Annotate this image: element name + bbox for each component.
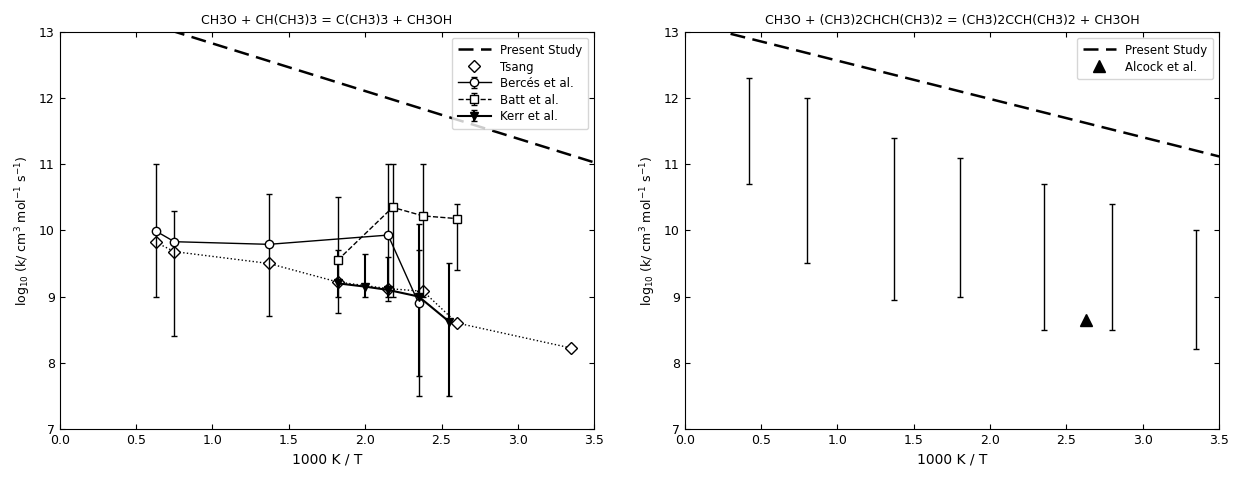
Present Study	[723, 31, 738, 36]
Present Study	[1022, 106, 1037, 112]
Legend: Present Study, Alcock et al.: Present Study, Alcock et al.	[1076, 38, 1213, 80]
Tsang	[261, 261, 276, 266]
Present Study	[725, 31, 740, 37]
Present Study	[587, 159, 602, 165]
Tsang	[415, 288, 430, 294]
Tsang	[148, 240, 163, 245]
Present Study	[389, 98, 404, 104]
Tsang	[564, 345, 579, 351]
Tsang	[167, 249, 181, 254]
Present Study	[1135, 134, 1150, 140]
Present Study	[398, 100, 413, 106]
Line: Present Study: Present Study	[106, 10, 594, 162]
Tsang	[449, 320, 464, 326]
Tsang	[331, 279, 346, 285]
Title: CH3O + CH(CH3)3 = C(CH3)3 + CH3OH: CH3O + CH(CH3)3 = C(CH3)3 + CH3OH	[201, 14, 452, 27]
Present Study	[1166, 142, 1181, 148]
Line: Tsang: Tsang	[152, 238, 576, 352]
Legend: Present Study, Tsang, Bercés et al., Batt et al., Kerr et al.: Present Study, Tsang, Bercés et al., Bat…	[451, 38, 588, 129]
Present Study	[1014, 104, 1029, 110]
Title: CH3O + (CH3)2CHCH(CH3)2 = (CH3)2CCH(CH3)2 + CH3OH: CH3O + (CH3)2CHCH(CH3)2 = (CH3)2CCH(CH3)…	[764, 14, 1140, 27]
Present Study	[1212, 154, 1227, 159]
Present Study	[388, 97, 403, 103]
X-axis label: 1000 K / T: 1000 K / T	[292, 452, 362, 466]
Y-axis label: log$_{10}$ (k/ cm$^3$ mol$^{-1}$ s$^{-1}$): log$_{10}$ (k/ cm$^3$ mol$^{-1}$ s$^{-1}…	[639, 156, 659, 306]
X-axis label: 1000 K / T: 1000 K / T	[917, 452, 987, 466]
Tsang	[380, 286, 395, 291]
Present Study	[1012, 104, 1027, 109]
Present Study	[98, 7, 113, 13]
Present Study	[510, 135, 525, 141]
Present Study	[99, 8, 114, 13]
Y-axis label: log$_{10}$ (k/ cm$^3$ mol$^{-1}$ s$^{-1}$): log$_{10}$ (k/ cm$^3$ mol$^{-1}$ s$^{-1}…	[14, 156, 34, 306]
Line: Present Study: Present Study	[731, 34, 1219, 156]
Present Study	[541, 145, 556, 151]
